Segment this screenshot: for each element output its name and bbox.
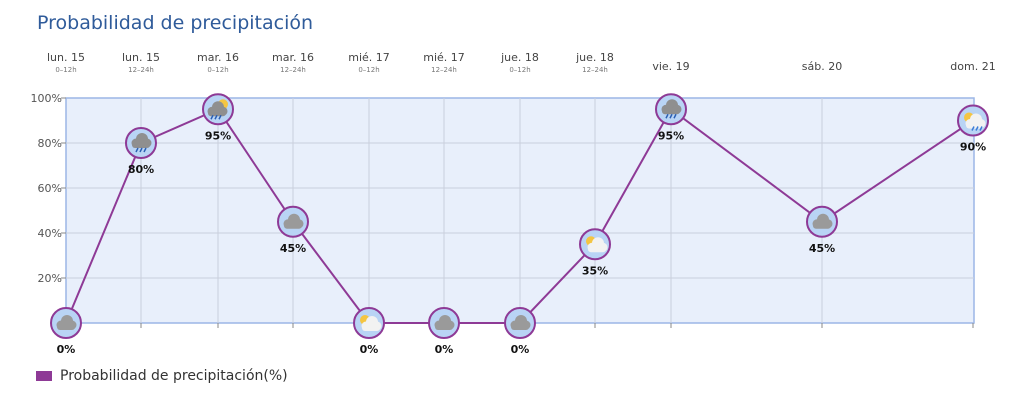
cloudy-icon xyxy=(56,315,77,330)
x-tick-sublabel: 0–12h xyxy=(509,66,530,74)
x-tick-label: lun. 15 xyxy=(122,51,160,64)
y-tick-label: 100% xyxy=(31,92,62,105)
x-tick-label: vie. 19 xyxy=(652,60,689,73)
y-tick-label: 80% xyxy=(38,137,62,150)
x-tick-label: jue. 18 xyxy=(575,51,614,64)
x-tick-sublabel: 12–24h xyxy=(128,66,154,74)
x-tick-sublabel: 0–12h xyxy=(358,66,379,74)
legend: Probabilidad de precipitación(%) xyxy=(36,368,288,384)
sun-cloud-icon xyxy=(586,236,608,253)
x-tick-sublabel: 0–12h xyxy=(207,66,228,74)
x-tick-label: mié. 17 xyxy=(348,51,390,64)
data-label: 35% xyxy=(582,264,608,277)
chart-title: Probabilidad de precipitación xyxy=(37,12,314,34)
y-tick-label: 40% xyxy=(38,227,62,240)
x-tick-label: sáb. 20 xyxy=(802,60,842,73)
x-tick-sublabel: 0–12h xyxy=(55,66,76,74)
data-label: 45% xyxy=(280,242,306,255)
rain-cloud-icon xyxy=(661,99,682,119)
y-tick-label: 60% xyxy=(38,182,62,195)
cloudy-icon xyxy=(510,315,531,330)
y-tick-label: 20% xyxy=(38,272,62,285)
x-tick-label: mar. 16 xyxy=(197,51,239,64)
legend-label: Probabilidad de precipitación(%) xyxy=(60,368,288,384)
cloudy-icon xyxy=(434,315,455,330)
data-label: 95% xyxy=(658,129,684,142)
data-label: 90% xyxy=(960,141,986,154)
rain-cloud-icon xyxy=(131,133,152,153)
legend-swatch xyxy=(36,371,52,381)
x-tick-label: lun. 15 xyxy=(47,51,85,64)
data-label: 95% xyxy=(205,129,231,142)
data-label: 45% xyxy=(809,242,835,255)
data-label: 0% xyxy=(435,343,454,356)
x-tick-label: mié. 17 xyxy=(423,51,465,64)
x-tick-label: mar. 16 xyxy=(272,51,314,64)
x-tick-label: jue. 18 xyxy=(500,51,539,64)
cloudy-icon xyxy=(283,213,304,229)
data-label: 80% xyxy=(128,163,154,176)
x-tick-sublabel: 12–24h xyxy=(431,66,457,74)
storm-sun-icon xyxy=(207,99,228,120)
data-label: 0% xyxy=(57,343,76,356)
x-tick-sublabel: 12–24h xyxy=(280,66,306,74)
x-tick-label: dom. 21 xyxy=(950,60,995,73)
sun-cloud-icon xyxy=(360,315,382,331)
data-label: 0% xyxy=(360,343,379,356)
data-label: 0% xyxy=(511,343,530,356)
sun-snow-icon xyxy=(964,112,986,131)
x-tick-sublabel: 12–24h xyxy=(582,66,608,74)
cloudy-icon xyxy=(812,213,833,229)
